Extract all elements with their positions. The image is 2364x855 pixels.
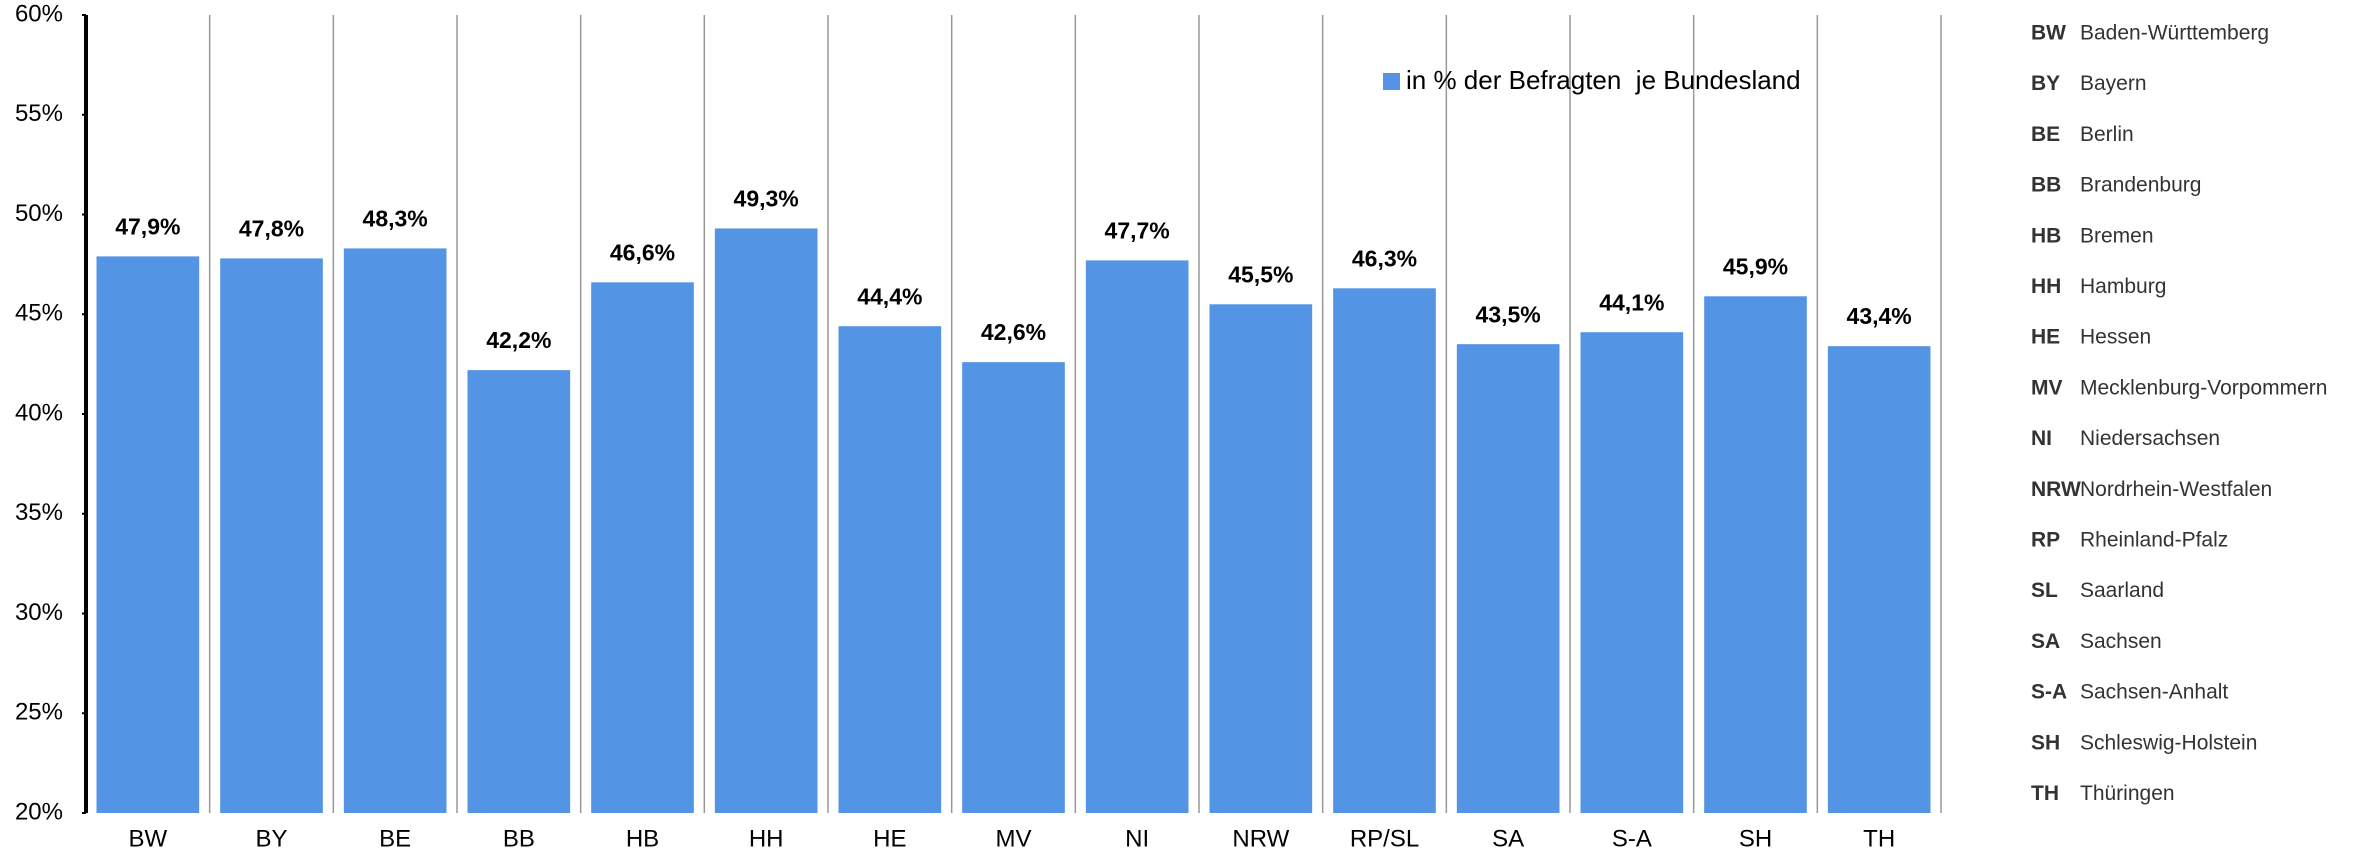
value-label: 46,6% xyxy=(610,239,675,265)
legend-swatch xyxy=(1383,73,1400,90)
x-tick-label: BE xyxy=(379,825,411,852)
value-label: 44,4% xyxy=(857,283,922,309)
y-tick-label: 60% xyxy=(15,0,63,27)
value-label: 48,3% xyxy=(363,205,428,231)
key-name: Brandenburg xyxy=(2080,174,2201,197)
x-tick-label: HH xyxy=(749,825,784,852)
key-name: Rheinland-Pfalz xyxy=(2080,529,2228,552)
y-tick-label: 25% xyxy=(15,699,63,726)
key-name: Thüringen xyxy=(2080,782,2175,805)
value-label: 47,8% xyxy=(239,215,304,241)
key-abbr: NI xyxy=(2031,427,2052,450)
bar xyxy=(838,326,942,813)
key-name: Bremen xyxy=(2080,224,2154,247)
bar xyxy=(1827,346,1931,813)
key-name: Hessen xyxy=(2080,326,2151,349)
key-name: Niedersachsen xyxy=(2080,427,2220,450)
bar xyxy=(343,248,447,814)
bar xyxy=(1704,296,1807,813)
y-tick-label: 30% xyxy=(15,599,63,626)
x-tick-label: SH xyxy=(1739,825,1772,852)
value-label: 46,3% xyxy=(1352,245,1417,271)
key-abbr: SA xyxy=(2031,630,2060,653)
y-tick-label: 40% xyxy=(15,399,63,426)
value-label: 42,6% xyxy=(981,319,1046,345)
x-tick-label: BY xyxy=(255,825,287,852)
key-abbr: HH xyxy=(2031,275,2061,298)
key-abbr: MV xyxy=(2031,376,2063,399)
key-name: Baden-Württemberg xyxy=(2080,22,2269,45)
bar xyxy=(591,282,694,814)
bar xyxy=(714,228,818,814)
key-name: Schleswig-Holstein xyxy=(2080,731,2257,754)
value-label: 45,5% xyxy=(1228,261,1293,287)
key-name: Hamburg xyxy=(2080,275,2166,298)
bar xyxy=(1333,288,1436,813)
bar xyxy=(467,370,571,813)
bar xyxy=(96,256,200,813)
bar xyxy=(220,258,323,813)
x-tick-label: TH xyxy=(1863,825,1895,852)
x-tick-label: NRW xyxy=(1232,825,1289,852)
key-abbr: HE xyxy=(2031,326,2060,349)
bar xyxy=(1085,260,1189,813)
legend-label: in % der Befragten je Bundesland xyxy=(1406,65,1801,95)
key-abbr: SH xyxy=(2031,731,2060,754)
bar xyxy=(1456,344,1560,813)
x-tick-label: NI xyxy=(1125,825,1149,852)
value-label: 43,4% xyxy=(1847,303,1912,329)
y-tick-label: 20% xyxy=(15,798,63,825)
y-tick-label: 35% xyxy=(15,499,63,526)
key-name: Sachsen-Anhalt xyxy=(2080,681,2228,704)
key-name: Nordrhein-Westfalen xyxy=(2080,478,2272,501)
x-tick-label: SA xyxy=(1492,825,1524,852)
x-tick-label: BB xyxy=(503,825,535,852)
value-label: 43,5% xyxy=(1476,301,1541,327)
key-name: Bayern xyxy=(2080,72,2147,95)
key-abbr: BY xyxy=(2031,72,2060,95)
key-abbr: BB xyxy=(2031,174,2061,197)
value-label: 42,2% xyxy=(486,327,551,353)
value-label: 45,9% xyxy=(1723,253,1788,279)
key-abbr: NRW xyxy=(2031,478,2081,501)
x-tick-label: MV xyxy=(996,825,1032,852)
key-abbr: RP xyxy=(2031,529,2060,552)
y-tick-label: 55% xyxy=(15,100,63,127)
key-abbr: HB xyxy=(2031,224,2061,247)
x-tick-label: HE xyxy=(873,825,906,852)
bar xyxy=(1580,332,1684,813)
value-label: 49,3% xyxy=(734,186,799,212)
key-abbr: S-A xyxy=(2031,681,2067,704)
key-name: Mecklenburg-Vorpommern xyxy=(2080,376,2327,399)
x-tick-label: HB xyxy=(626,825,659,852)
key-abbr: BW xyxy=(2031,22,2066,45)
x-tick-label: RP/SL xyxy=(1350,825,1419,852)
key-abbr: BE xyxy=(2031,123,2060,146)
x-tick-label: BW xyxy=(128,825,167,852)
y-tick-label: 45% xyxy=(15,300,63,327)
x-tick-label: S-A xyxy=(1612,825,1652,852)
key-name: Sachsen xyxy=(2080,630,2162,653)
key-abbr: TH xyxy=(2031,782,2059,805)
y-tick-label: 50% xyxy=(15,200,63,227)
bar xyxy=(1209,304,1313,813)
key-name: Saarland xyxy=(2080,579,2164,602)
key-abbr: SL xyxy=(2031,579,2058,602)
value-label: 47,7% xyxy=(1105,217,1170,243)
bar xyxy=(962,362,1065,813)
value-label: 47,9% xyxy=(115,213,180,239)
key-name: Berlin xyxy=(2080,123,2134,146)
value-label: 44,1% xyxy=(1599,289,1664,315)
